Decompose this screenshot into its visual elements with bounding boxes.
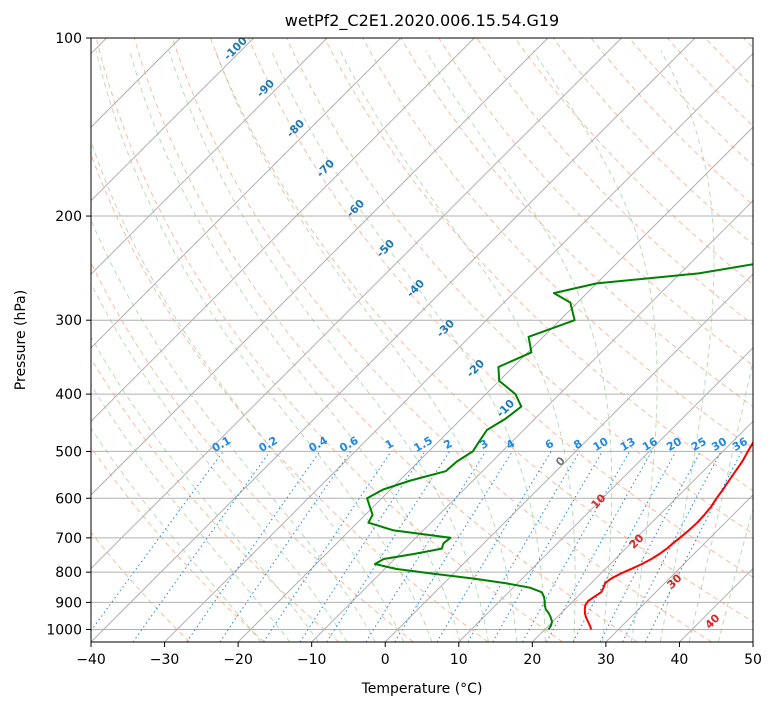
- chart-title: wetPf2_C2E1.2020.006.15.54.G19: [285, 11, 559, 31]
- plot-area: -100-90-80-70-60-50-40-30-20-10010203040…: [91, 38, 753, 642]
- dry-adiabat: [171, 38, 713, 642]
- dry-adiabat: [247, 38, 753, 578]
- mixing-ratio-line: [219, 451, 352, 642]
- x-tick-label: −10: [297, 652, 327, 668]
- isotherm--40: [91, 38, 696, 642]
- mixing-ratio-line: [299, 451, 426, 642]
- dry-adiabat: [91, 446, 265, 642]
- x-axis-label: Temperature (°C): [361, 681, 483, 697]
- dry-adiabat: [438, 38, 753, 366]
- isotherm--80: [91, 38, 402, 349]
- dry-adiabat: [400, 38, 753, 408]
- isotherm-lines: [91, 38, 753, 642]
- x-tick-label: −30: [150, 652, 180, 668]
- y-tick-label: 400: [55, 387, 82, 403]
- x-tick-label: −40: [76, 652, 106, 668]
- moist-adiabat: [339, 50, 576, 642]
- moist-adiabat: [91, 427, 262, 642]
- moist-adiabat: [91, 282, 348, 642]
- dry-adiabat: [514, 38, 753, 285]
- y-tick-label: 100: [55, 31, 82, 47]
- moist-adiabat: [91, 218, 376, 642]
- x-tick-label: 20: [523, 652, 541, 668]
- dry-adiabat: [91, 531, 191, 642]
- y-tick-label: 600: [55, 491, 82, 507]
- x-tick-label: 50: [744, 652, 762, 668]
- x-axis-ticks: −40 −30 −20 −10 0 10 20 30 40 50: [76, 642, 762, 668]
- isotherm--70: [91, 38, 475, 423]
- x-tick-label: 30: [597, 652, 615, 668]
- mixing-ratio-line: [546, 451, 653, 642]
- x-tick-label: −20: [223, 652, 253, 668]
- y-tick-label: 500: [55, 444, 82, 460]
- moist-adiabat: [91, 139, 405, 642]
- mixing-ratio-line: [467, 451, 581, 642]
- isotherm--60: [91, 38, 549, 496]
- temperature-profile: [583, 440, 753, 630]
- moist-adiabat: [659, 50, 715, 642]
- y-tick-label: 700: [55, 531, 82, 547]
- isotherm--10: [311, 199, 753, 642]
- isotherm-0: [384, 273, 753, 642]
- y-tick-label: 300: [55, 313, 82, 329]
- mixing-ratio-line: [436, 451, 552, 642]
- isobar-gridlines: [91, 38, 753, 630]
- isotherm-30: [605, 494, 753, 642]
- y-tick-label: 800: [55, 565, 82, 581]
- dry-adiabat: [286, 38, 753, 535]
- dry-adiabat: [91, 153, 489, 642]
- mixing-ratio-line: [186, 451, 321, 642]
- dewpoint-profile: [366, 263, 753, 631]
- y-tick-label: 200: [55, 209, 82, 225]
- adiabat-lines: [91, 38, 753, 642]
- isotherm--50: [91, 38, 622, 570]
- x-tick-label: 10: [450, 652, 468, 668]
- isotherm--30: [164, 52, 753, 642]
- moist-adiabat: [168, 50, 489, 642]
- y-axis-label: Pressure (hPa): [13, 290, 29, 390]
- isotherm-20: [531, 420, 753, 642]
- x-tick-label: 40: [671, 652, 689, 668]
- mixing-ratio-line: [394, 451, 513, 642]
- moist-adiabat: [95, 50, 433, 642]
- isotherm-10: [458, 347, 753, 642]
- moist-adiabat: [270, 50, 546, 642]
- mixing-ratio-line: [263, 451, 392, 642]
- isotherm--100: [91, 38, 255, 202]
- y-tick-label: 1000: [46, 622, 82, 638]
- moist-adiabat: [532, 50, 658, 642]
- y-tick-label: 900: [55, 595, 82, 611]
- mixing-ratio-line: [326, 451, 451, 642]
- dry-adiabat: [95, 38, 563, 642]
- moist-adiabat: [91, 383, 291, 642]
- mixing-ratio-line: [365, 451, 487, 642]
- y-axis-ticks: 100 200 300 400 500 600 700 800 900 1000: [46, 31, 91, 638]
- mixing-ratio-line: [132, 451, 271, 642]
- isotherm--20: [237, 126, 753, 642]
- mixing-ratio-lines: [91, 451, 743, 642]
- isotherm--90: [91, 38, 328, 275]
- moist-adiabat: [129, 50, 461, 642]
- mixing-ratio-line: [572, 451, 677, 642]
- dry-adiabat: [209, 38, 753, 623]
- plot-frame: [90, 37, 754, 643]
- profile-lines: [366, 263, 753, 631]
- x-tick-label: 0: [381, 652, 390, 668]
